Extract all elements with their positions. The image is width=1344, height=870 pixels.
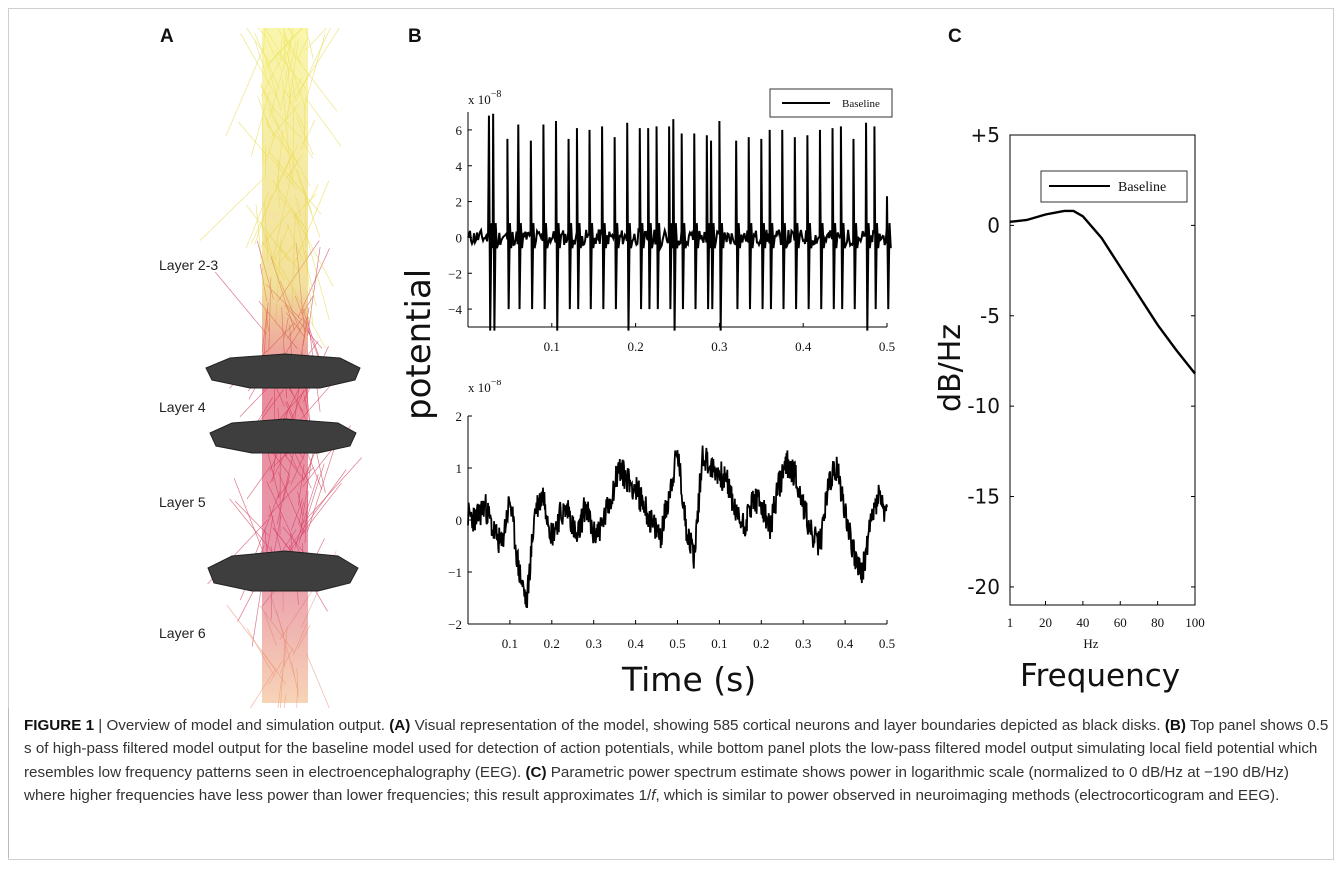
x-tick-label: 60 [1114, 615, 1127, 630]
caption-separator: | [94, 717, 107, 734]
x-axis-label: Time (s) [622, 660, 757, 699]
y-tick-label: 0 [987, 213, 1000, 237]
neuron-fiber [255, 204, 263, 271]
legend: Baseline [769, 88, 893, 118]
x-tick-label: 0.1 [544, 339, 560, 354]
y-tick-label: 0 [456, 230, 463, 245]
x-tick-label: 40 [1076, 615, 1089, 630]
caption-italic-f: f [651, 786, 656, 804]
caption-text-a: Visual representation of the model, show… [410, 717, 1165, 734]
x-tick-label: 0.2 [753, 636, 769, 651]
spike-plot: x 10−8 6 4 2 0 −2 −4 0.1 0.2 0.3 0.4 0.5 Baseline [448, 88, 895, 354]
x-tick-label: 0.4 [795, 339, 812, 354]
legend-label: Baseline [1118, 180, 1166, 195]
panel-letter-b: B [408, 26, 422, 47]
caption-text-c-end: , which is similar to power observed in … [655, 786, 1280, 804]
caption-label-a: (A) [389, 717, 411, 734]
x-tick-label: 0.4 [837, 636, 854, 651]
x-tick-label: 80 [1151, 615, 1164, 630]
panel-letter-a: A [160, 26, 174, 47]
layer-boundary-disk [209, 418, 357, 454]
layer-boundary-disk [207, 550, 359, 592]
neuron-fiber [305, 232, 330, 321]
y-tick-label: +5 [971, 123, 1000, 147]
neuron-model-image [200, 28, 363, 708]
y-tick-label: 6 [456, 123, 463, 138]
x-axis-label: Frequency [1020, 658, 1181, 694]
x-tick-label: 0.5 [879, 339, 895, 354]
neuron-fiber [306, 184, 319, 207]
neuron-fiber [257, 28, 268, 39]
y-tick-label: 0 [456, 513, 463, 528]
neuron-fiber [225, 48, 264, 136]
layer-label: Layer 2-3 [159, 257, 219, 273]
x-tick-label: 0.5 [669, 636, 685, 651]
y-tick-label: -10 [967, 394, 1000, 418]
y-tick-label: -15 [967, 485, 1000, 509]
exponent-label: x 10−8 [468, 89, 501, 107]
panel-letter-c: C [948, 26, 962, 47]
y-axis-label: dB/Hz [933, 324, 968, 412]
x-tick-label: 20 [1039, 615, 1052, 630]
caption-text-b: Top panel shows 0.5 s of high-pass filte… [24, 717, 1329, 781]
caption-text-c: Parametric power spectrum estimate shows… [24, 763, 1289, 804]
y-axis-label: potential [399, 270, 439, 420]
neuron-fiber [200, 178, 264, 241]
y-tick-label: 4 [456, 159, 463, 174]
layer-label: Layer 5 [159, 494, 206, 510]
exponent-label: x 10−8 [468, 380, 501, 395]
c-y-label-svg: dB/Hz [933, 324, 968, 412]
plot-frame [1009, 134, 1196, 606]
legend: Baseline [1040, 170, 1188, 203]
legend-label: Baseline [842, 98, 880, 110]
y-tick-label: 1 [456, 461, 463, 476]
y-tick-label: −2 [448, 617, 462, 632]
neuron-fiber [304, 28, 327, 52]
x-tick-label: 100 [1185, 615, 1205, 630]
x-tick-label: 0.2 [544, 636, 560, 651]
x-tick-label: 0.2 [627, 339, 643, 354]
y-tick-label: -5 [980, 304, 1000, 328]
x-tick-label: 0.5 [879, 636, 895, 651]
neuron-fiber [246, 28, 271, 64]
y-tick-label: −2 [448, 266, 462, 281]
x-tick-label: 0.4 [627, 636, 644, 651]
y-tick-label: −4 [448, 302, 462, 317]
x-tick-label: 0.1 [711, 636, 727, 651]
neuron-fiber [214, 271, 268, 335]
layer-label: Layer 4 [159, 399, 206, 415]
power-spectrum-plot: +5 0 -5 -10 -15 -20 1 20 40 60 80 100 Baseline Hz [967, 123, 1205, 651]
layer-boundary-disk [205, 353, 361, 389]
neuron-fiber [307, 442, 337, 532]
caption-label-c: (C) [525, 763, 547, 781]
lfp-plot: x 10−8 2 1 0 −1 −2 0.1 0.2 0.3 0.4 0.5 0.1 0.2 0.3 0.… [448, 380, 895, 651]
y-axis-label-svg: potential [399, 270, 439, 420]
neuron-fiber [307, 247, 321, 337]
x-unit-label: Hz [1083, 636, 1098, 651]
figure-caption: FIGURE 1 | Overview of model and simulat… [24, 714, 1330, 807]
layer-label: Layer 6 [159, 625, 206, 641]
x-tick-label: 0.3 [711, 339, 727, 354]
x-tick-label: 0.3 [795, 636, 811, 651]
spike-trace [467, 113, 892, 331]
y-tick-label: −1 [448, 565, 462, 580]
y-tick-label: 2 [456, 409, 463, 424]
x-tick-label: 1 [1007, 615, 1014, 630]
neuron-fiber [298, 457, 363, 528]
y-tick-label: -20 [967, 575, 1000, 599]
figure-frame [8, 8, 1334, 860]
neuron-fiber [305, 98, 342, 147]
x-tick-label: 0.1 [502, 636, 518, 651]
y-tick-label: 2 [456, 195, 463, 210]
neuron-fiber [306, 653, 330, 708]
caption-label-b: (B) [1164, 717, 1186, 734]
x-tick-label: 0.3 [586, 636, 602, 651]
caption-rule [8, 708, 9, 858]
lfp-trace [467, 445, 888, 609]
figure-label: FIGURE 1 [24, 717, 95, 734]
spectrum-curve [1009, 209, 1196, 375]
caption-intro: Overview of model and simulation output. [106, 717, 390, 734]
